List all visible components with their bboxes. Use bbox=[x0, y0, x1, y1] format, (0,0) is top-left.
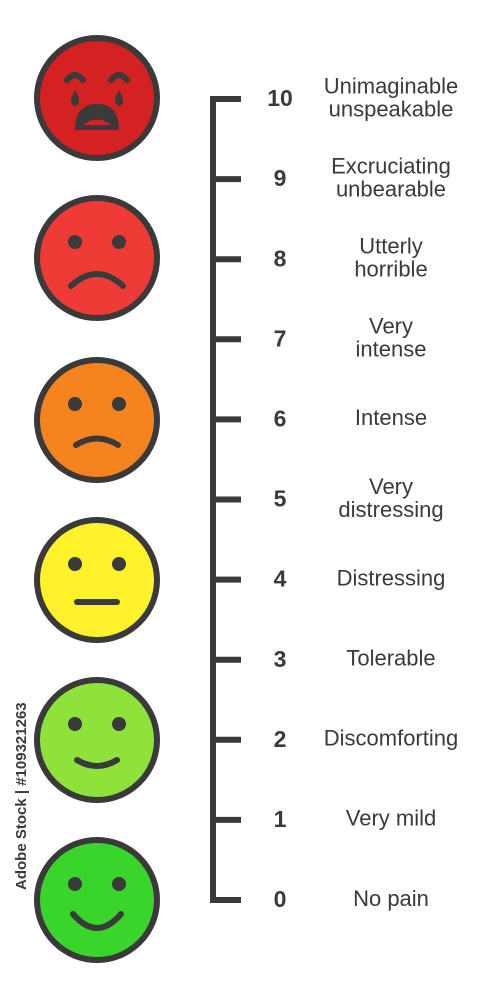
level-number: 10 bbox=[267, 85, 293, 111]
face bbox=[34, 517, 160, 643]
level-number: 2 bbox=[274, 726, 287, 752]
level-number: 6 bbox=[274, 405, 287, 431]
level-number: 9 bbox=[274, 165, 287, 191]
tear bbox=[115, 90, 123, 106]
level-label: Intense bbox=[355, 405, 427, 430]
mouth bbox=[73, 435, 121, 448]
level-label: No pain bbox=[353, 886, 429, 911]
face-circle bbox=[34, 517, 160, 643]
eye bbox=[64, 72, 86, 83]
face bbox=[34, 837, 160, 963]
level-number: 8 bbox=[274, 245, 287, 271]
level-label: distressing bbox=[338, 497, 443, 522]
level-label: Utterly bbox=[359, 234, 423, 259]
level-number: 7 bbox=[274, 325, 287, 351]
level-number: 0 bbox=[274, 886, 287, 912]
level-label: intense bbox=[356, 337, 427, 362]
eye bbox=[108, 72, 130, 83]
level-label: Excruciating bbox=[331, 153, 451, 178]
eye bbox=[68, 557, 82, 571]
eye bbox=[68, 877, 82, 891]
face bbox=[34, 35, 160, 161]
level-label: unspeakable bbox=[329, 96, 454, 121]
level-label: Discomforting bbox=[324, 726, 458, 751]
face-circle bbox=[34, 677, 160, 803]
face-circle bbox=[34, 357, 160, 483]
level-label: unbearable bbox=[336, 176, 446, 201]
eye bbox=[112, 877, 126, 891]
level-label: Distressing bbox=[337, 565, 446, 590]
eye bbox=[68, 235, 82, 249]
level-label: Very bbox=[369, 314, 413, 339]
face bbox=[34, 677, 160, 803]
level-number: 4 bbox=[274, 566, 287, 592]
level-number: 3 bbox=[274, 646, 287, 672]
eye bbox=[68, 397, 82, 411]
watermark: Adobe Stock | #109321263 bbox=[13, 702, 30, 890]
face-circle bbox=[34, 837, 160, 963]
level-label: Tolerable bbox=[346, 646, 435, 671]
eye bbox=[68, 717, 82, 731]
level-label: Very mild bbox=[346, 806, 436, 831]
mouth bbox=[70, 911, 124, 931]
level-number: 5 bbox=[274, 486, 287, 512]
eye bbox=[112, 235, 126, 249]
face bbox=[34, 357, 160, 483]
mouth bbox=[68, 271, 126, 289]
mouth bbox=[74, 757, 120, 769]
mouth-inner bbox=[83, 119, 111, 125]
level-label: Very bbox=[369, 474, 413, 499]
face-circle bbox=[34, 195, 160, 321]
level-label: Unimaginable bbox=[324, 73, 459, 98]
face bbox=[34, 195, 160, 321]
face-circle bbox=[34, 35, 160, 161]
tear bbox=[71, 90, 79, 106]
level-label: horrible bbox=[354, 257, 427, 282]
eye bbox=[112, 717, 126, 731]
level-number: 1 bbox=[274, 806, 287, 832]
eye bbox=[112, 397, 126, 411]
eye bbox=[112, 557, 126, 571]
